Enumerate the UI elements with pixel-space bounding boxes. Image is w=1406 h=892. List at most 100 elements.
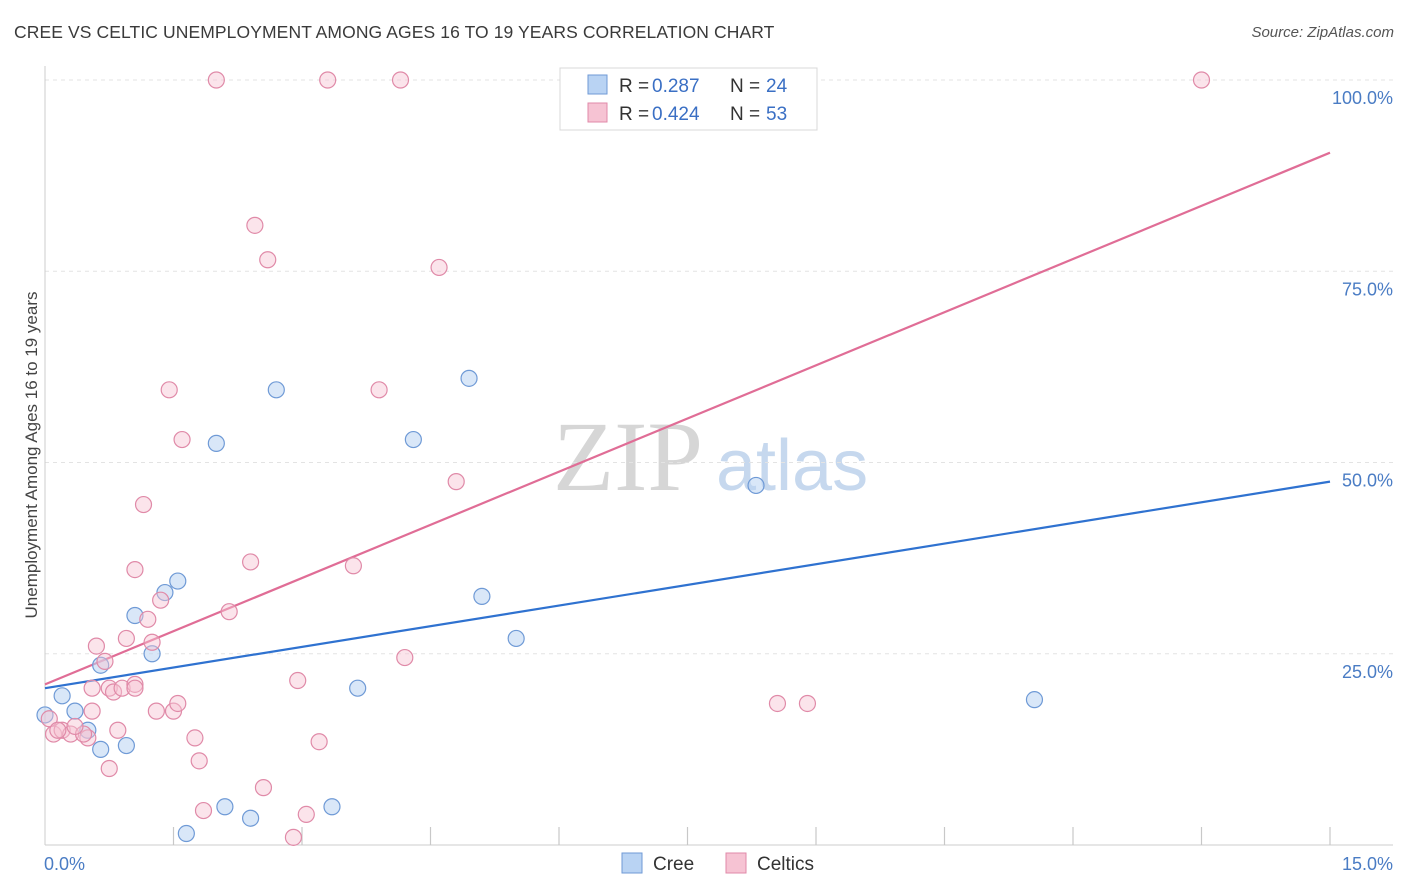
- trend-line-celtics: [44, 151, 1331, 686]
- legend-n-value-cree: 24: [766, 76, 788, 97]
- trend-lines: [44, 151, 1331, 690]
- source-label: Source: ZipAtlas.com: [1251, 24, 1394, 41]
- legend-swatch-celtics: [587, 102, 608, 123]
- celtics-point-13: [109, 721, 127, 739]
- celtics-point-48: [798, 694, 817, 713]
- celtics-point-19: [139, 610, 157, 628]
- celtics-point-51: [49, 721, 67, 739]
- celtics-point-20: [143, 633, 161, 651]
- celtics-point-44: [396, 648, 414, 667]
- celtics-point-41: [344, 557, 362, 575]
- celtics-point-23: [160, 381, 178, 399]
- cree-point-4: [117, 736, 135, 755]
- cree-point-22: [1025, 691, 1044, 709]
- celtics-point-36: [284, 828, 303, 846]
- celtics-point-30: [207, 71, 225, 89]
- celtics-point-25: [169, 694, 187, 713]
- celtics-point-31: [220, 603, 238, 621]
- cree-point-3: [92, 740, 110, 758]
- celtics-point-50: [66, 717, 84, 736]
- cree-point-11: [267, 381, 285, 399]
- celtics-point-37: [289, 671, 307, 690]
- x-tick-label-max: 15.0%: [1342, 854, 1393, 874]
- legend-n-label-cree: N =: [730, 76, 760, 97]
- legend-r-label-cree: R =: [619, 76, 649, 97]
- celtics-point-11: [83, 702, 101, 720]
- celtics-point-12: [100, 759, 118, 778]
- celtics-point-49: [1192, 71, 1211, 89]
- celtics-point-45: [430, 258, 448, 277]
- legend-r-label-celtics: R =: [619, 104, 649, 125]
- cree-point-18: [460, 369, 478, 387]
- celtics-point-26: [173, 430, 191, 449]
- watermark-atlas: atlas: [716, 426, 868, 506]
- legend: R = 0.287 N = 24 R = 0.424 N = 53: [559, 67, 818, 131]
- celtics-point-9: [104, 683, 123, 701]
- celtics-point-16: [126, 675, 144, 693]
- celtics-point-10: [83, 679, 101, 697]
- chart-title: CREE VS CELTIC UNEMPLOYMENT AMONG AGES 1…: [14, 22, 775, 42]
- y-tick-label-75: 75.0%: [1342, 279, 1393, 299]
- cree-point-19: [473, 587, 491, 605]
- legend-r-value-cree: 0.287: [652, 76, 700, 97]
- bottom-legend-label-celtics: Celtics: [757, 854, 814, 875]
- y-tick-label-25: 25.0%: [1342, 662, 1393, 682]
- cree-point-20: [507, 629, 525, 648]
- cree-point-16: [349, 679, 367, 697]
- celtics-point-33: [246, 216, 264, 234]
- y-tick-label-50: 50.0%: [1342, 471, 1393, 491]
- bottom-legend: Cree Celtics: [621, 852, 814, 875]
- cree-point-1: [53, 687, 71, 705]
- cree-point-6: [126, 606, 144, 625]
- cree-point-21: [747, 476, 765, 495]
- celtics-point-7: [96, 652, 114, 671]
- celtics-point-18: [134, 495, 153, 514]
- y-tick-labels: 25.0% 50.0% 75.0% 100.0%: [1332, 88, 1393, 682]
- cree-point-2: [66, 702, 84, 720]
- celtics-point-52: [126, 679, 144, 697]
- celtics-point-47: [768, 694, 787, 713]
- celtics-point-17: [126, 560, 144, 579]
- x-ticks: [172, 827, 1331, 845]
- celtics-point-14: [113, 679, 131, 697]
- celtics-point-27: [186, 729, 204, 747]
- cree-point-17: [404, 430, 422, 449]
- legend-r-value-celtics: 0.424: [652, 104, 700, 125]
- legend-n-label-celtics: N =: [730, 104, 760, 125]
- celtics-point-22: [152, 591, 170, 609]
- legend-n-value-celtics: 53: [766, 104, 787, 125]
- celtics-point-35: [259, 251, 277, 269]
- trend-line-cree: [44, 480, 1331, 690]
- legend-swatch-cree: [587, 74, 608, 95]
- watermark-zip: ZIP: [553, 401, 703, 512]
- bottom-legend-label-cree: Cree: [653, 854, 694, 875]
- celtics-point-43: [391, 71, 410, 89]
- cree-point-9: [169, 572, 187, 590]
- celtics-point-29: [194, 801, 213, 820]
- cree-point-15: [323, 798, 341, 816]
- bottom-legend-swatch-cree: [621, 852, 643, 874]
- celtics-point-40: [319, 71, 337, 89]
- celtics-point-28: [190, 752, 208, 770]
- celtics-point-38: [297, 805, 315, 824]
- celtics-point-46: [447, 473, 465, 491]
- bottom-legend-swatch-celtics: [725, 852, 747, 874]
- cree-point-12: [177, 824, 195, 843]
- cree-point-10: [207, 434, 225, 452]
- celtics-point-39: [310, 733, 328, 751]
- celtics-point-34: [254, 779, 273, 797]
- cree-point-14: [242, 809, 260, 827]
- y-tick-label-100: 100.0%: [1332, 88, 1393, 108]
- celtics-point-42: [370, 381, 388, 399]
- x-tick-label-min: 0.0%: [44, 854, 85, 874]
- gridlines: [45, 79, 1393, 655]
- celtics-point-32: [242, 553, 260, 571]
- celtics-point-21: [147, 702, 165, 720]
- data-points: [36, 71, 1211, 846]
- celtics-point-6: [87, 637, 106, 655]
- celtics-point-15: [117, 629, 135, 648]
- y-axis-label: Unemployment Among Ages 16 to 19 years: [22, 292, 41, 619]
- cree-point-13: [216, 798, 234, 816]
- celtics-point-2: [53, 721, 71, 739]
